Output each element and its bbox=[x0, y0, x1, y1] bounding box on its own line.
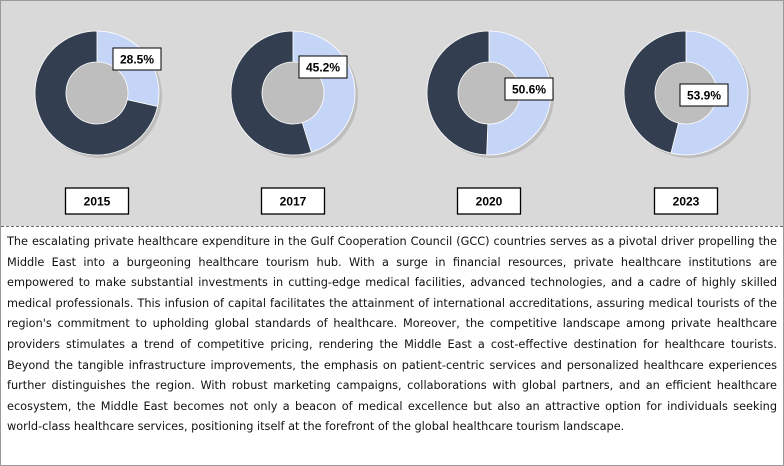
year-label: 2015 bbox=[84, 195, 111, 209]
data-label-box bbox=[112, 47, 162, 71]
data-label: 45.2% bbox=[306, 61, 340, 75]
year-label: 2017 bbox=[280, 195, 307, 209]
segment-remainder bbox=[623, 30, 687, 154]
data-label: 28.5% bbox=[120, 53, 154, 67]
segment-remainder bbox=[426, 30, 490, 156]
year-label: 2020 bbox=[476, 195, 503, 209]
data-label-box bbox=[679, 83, 729, 107]
chart-panel: 28.5% 2015 45.2% 2017 50.6% 2020 53.9% 2023 bbox=[1, 1, 783, 226]
donut-2023: 53.9% 2023 bbox=[623, 30, 751, 215]
donut-2020: 50.6% 2020 bbox=[426, 30, 554, 215]
year-label: 2023 bbox=[673, 195, 700, 209]
donut-2017: 45.2% 2017 bbox=[230, 30, 358, 215]
year-box bbox=[260, 187, 326, 215]
dashed-divider bbox=[1, 226, 783, 227]
year-box bbox=[456, 187, 522, 215]
segment-value bbox=[670, 30, 749, 156]
data-label-box bbox=[298, 55, 348, 79]
donut-charts: 28.5% 2015 45.2% 2017 50.6% 2020 53.9% 2023 bbox=[34, 30, 751, 215]
data-label: 53.9% bbox=[687, 89, 721, 103]
description-paragraph: The escalating private healthcare expend… bbox=[7, 235, 777, 434]
donut-2015: 28.5% 2015 bbox=[34, 30, 162, 215]
year-box bbox=[64, 187, 130, 215]
year-box bbox=[653, 187, 719, 215]
data-label: 50.6% bbox=[512, 83, 546, 97]
segment-remainder bbox=[34, 30, 158, 156]
data-label-box bbox=[504, 77, 554, 101]
segment-remainder bbox=[230, 30, 312, 156]
